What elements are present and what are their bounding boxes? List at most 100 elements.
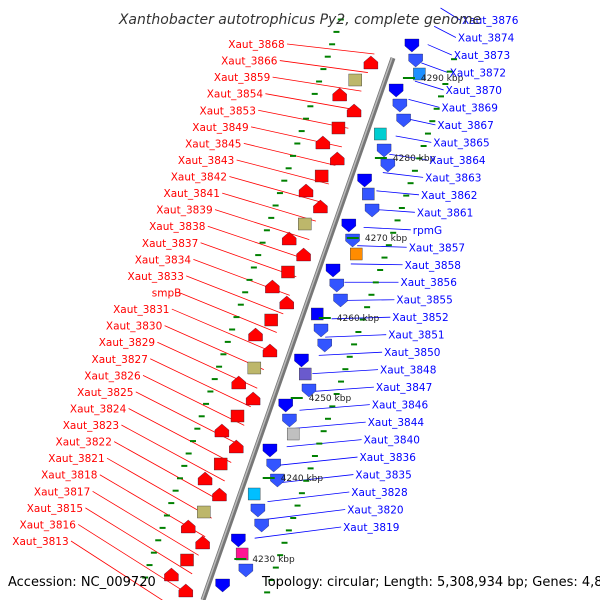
left-gene-label: Xaut_3833 (128, 271, 184, 283)
label-connector (286, 43, 375, 55)
forward-gene-arrow (181, 519, 196, 534)
left-gene-label: Xaut_3842 (171, 172, 227, 184)
label-connector (440, 7, 461, 21)
reverse-gene-arrow (262, 443, 278, 458)
label-connector (286, 439, 362, 448)
label-connector (178, 292, 277, 333)
label-connector (142, 374, 245, 426)
label-connector (293, 421, 366, 429)
label-connector (261, 509, 346, 521)
left-gene-label: Xaut_3826 (84, 370, 141, 382)
label-connector (128, 408, 232, 463)
forward-gene-box (348, 73, 362, 87)
reverse-gene-arrow (388, 83, 404, 98)
left-gene-label: Xaut_3816 (20, 519, 77, 531)
label-connector (421, 62, 448, 73)
forward-gene-box (298, 217, 312, 231)
forward-gene-arrow (315, 135, 331, 150)
label-connector (299, 404, 370, 411)
map-title: Xanthobacter autotrophicus Py2, complete… (118, 12, 481, 28)
reverse-gene-box (374, 127, 387, 141)
forward-gene-arrow (212, 487, 227, 502)
label-connector (267, 491, 350, 503)
left-gene-label: Xaut_3834 (135, 254, 192, 266)
right-gene-label: Xaut_3867 (437, 120, 493, 132)
genome-backbone (200, 57, 396, 600)
reverse-gene-arrow (282, 413, 297, 428)
right-gene-label: Xaut_3855 (396, 295, 452, 307)
forward-gene-box (314, 169, 329, 183)
scale-label: 4250 kbp (309, 394, 352, 404)
label-connector (273, 474, 354, 484)
label-connector (357, 245, 407, 248)
label-connector (200, 242, 297, 278)
label-connector (265, 93, 355, 111)
forward-gene-arrow (178, 583, 193, 598)
scale-label: 4240 kbp (281, 474, 324, 484)
left-gene-label: smpB (152, 288, 182, 300)
label-connector (279, 60, 368, 73)
forward-gene-arrow (229, 439, 244, 454)
reverse-gene-arrow (341, 218, 356, 233)
label-connector (222, 192, 316, 222)
forward-gene-arrow (279, 295, 294, 310)
right-gene-label: Xaut_3846 (372, 400, 429, 412)
right-gene-label: Xaut_3847 (376, 382, 432, 394)
scale-labels: 4230 kbp 4240 kbp 4250 kbp 4260 kbp 4270 kbp… (234, 74, 464, 565)
label-connector (408, 99, 440, 108)
label-connector (171, 308, 271, 352)
reverse-gene-arrow (404, 38, 420, 53)
label-connector (305, 386, 374, 393)
reverse-gene-arrow (408, 53, 423, 68)
reverse-gene-arrow (250, 503, 266, 518)
forward-gene-arrow (265, 279, 280, 294)
forward-gene-arrow (363, 55, 379, 70)
left-gene-label: Xaut_3841 (164, 188, 220, 200)
reverse-gene-box (350, 247, 363, 261)
left-gene-label: Xaut_3825 (77, 387, 133, 399)
forward-gene-box (331, 121, 346, 135)
backbone-highlight (201, 57, 393, 600)
forward-gene-arrow (214, 423, 230, 438)
forward-gene-box (264, 313, 278, 327)
reverse-gene-arrow (317, 338, 332, 353)
right-gene-label: Xaut_3862 (421, 190, 477, 202)
forward-gene-box (281, 265, 295, 279)
right-gene-label: Xaut_3874 (458, 32, 515, 44)
forward-gene-box (197, 505, 211, 519)
left-gene-label: Xaut_3830 (106, 321, 162, 333)
left-gene-label: Xaut_3839 (156, 205, 212, 217)
forward-gene-arrow (298, 183, 314, 198)
forward-gene-arrow (296, 247, 311, 262)
forward-gene-box (247, 361, 262, 375)
forward-gene-arrow (262, 343, 278, 358)
label-connector (243, 143, 336, 166)
forward-gene-arrow (245, 391, 261, 406)
reverse-gene-arrow (333, 293, 348, 308)
forward-gene-arrow (231, 375, 246, 390)
accession-text: Accession: NC_009720 (8, 575, 156, 590)
left-gene-label: Xaut_3823 (63, 420, 119, 432)
label-connector (114, 441, 219, 500)
label-connector (229, 176, 323, 203)
label-connector (395, 135, 432, 143)
left-gene-label: Xaut_3843 (178, 155, 234, 167)
reverse-gene-arrow (364, 203, 380, 218)
left-gene-label: Xaut_3815 (27, 503, 83, 515)
label-connector (92, 490, 199, 556)
right-gene-label: Xaut_3861 (417, 207, 473, 219)
forward-gene-arrow (332, 87, 347, 102)
label-connector (331, 316, 391, 320)
reverse-gene-arrow (294, 353, 309, 368)
left-gene-label: Xaut_3837 (142, 238, 198, 250)
reverse-gene-arrow (266, 458, 281, 473)
forward-gene-arrow (197, 471, 213, 486)
label-connector (376, 190, 420, 196)
left-gene-label: Xaut_3827 (92, 354, 148, 366)
right-gene-label: Xaut_3835 (355, 470, 411, 482)
reverse-gene-arrow (238, 563, 254, 578)
reverse-gene-arrow (380, 158, 395, 173)
left-gene-label: Xaut_3854 (207, 89, 264, 101)
right-gene-label: Xaut_3851 (388, 330, 444, 342)
